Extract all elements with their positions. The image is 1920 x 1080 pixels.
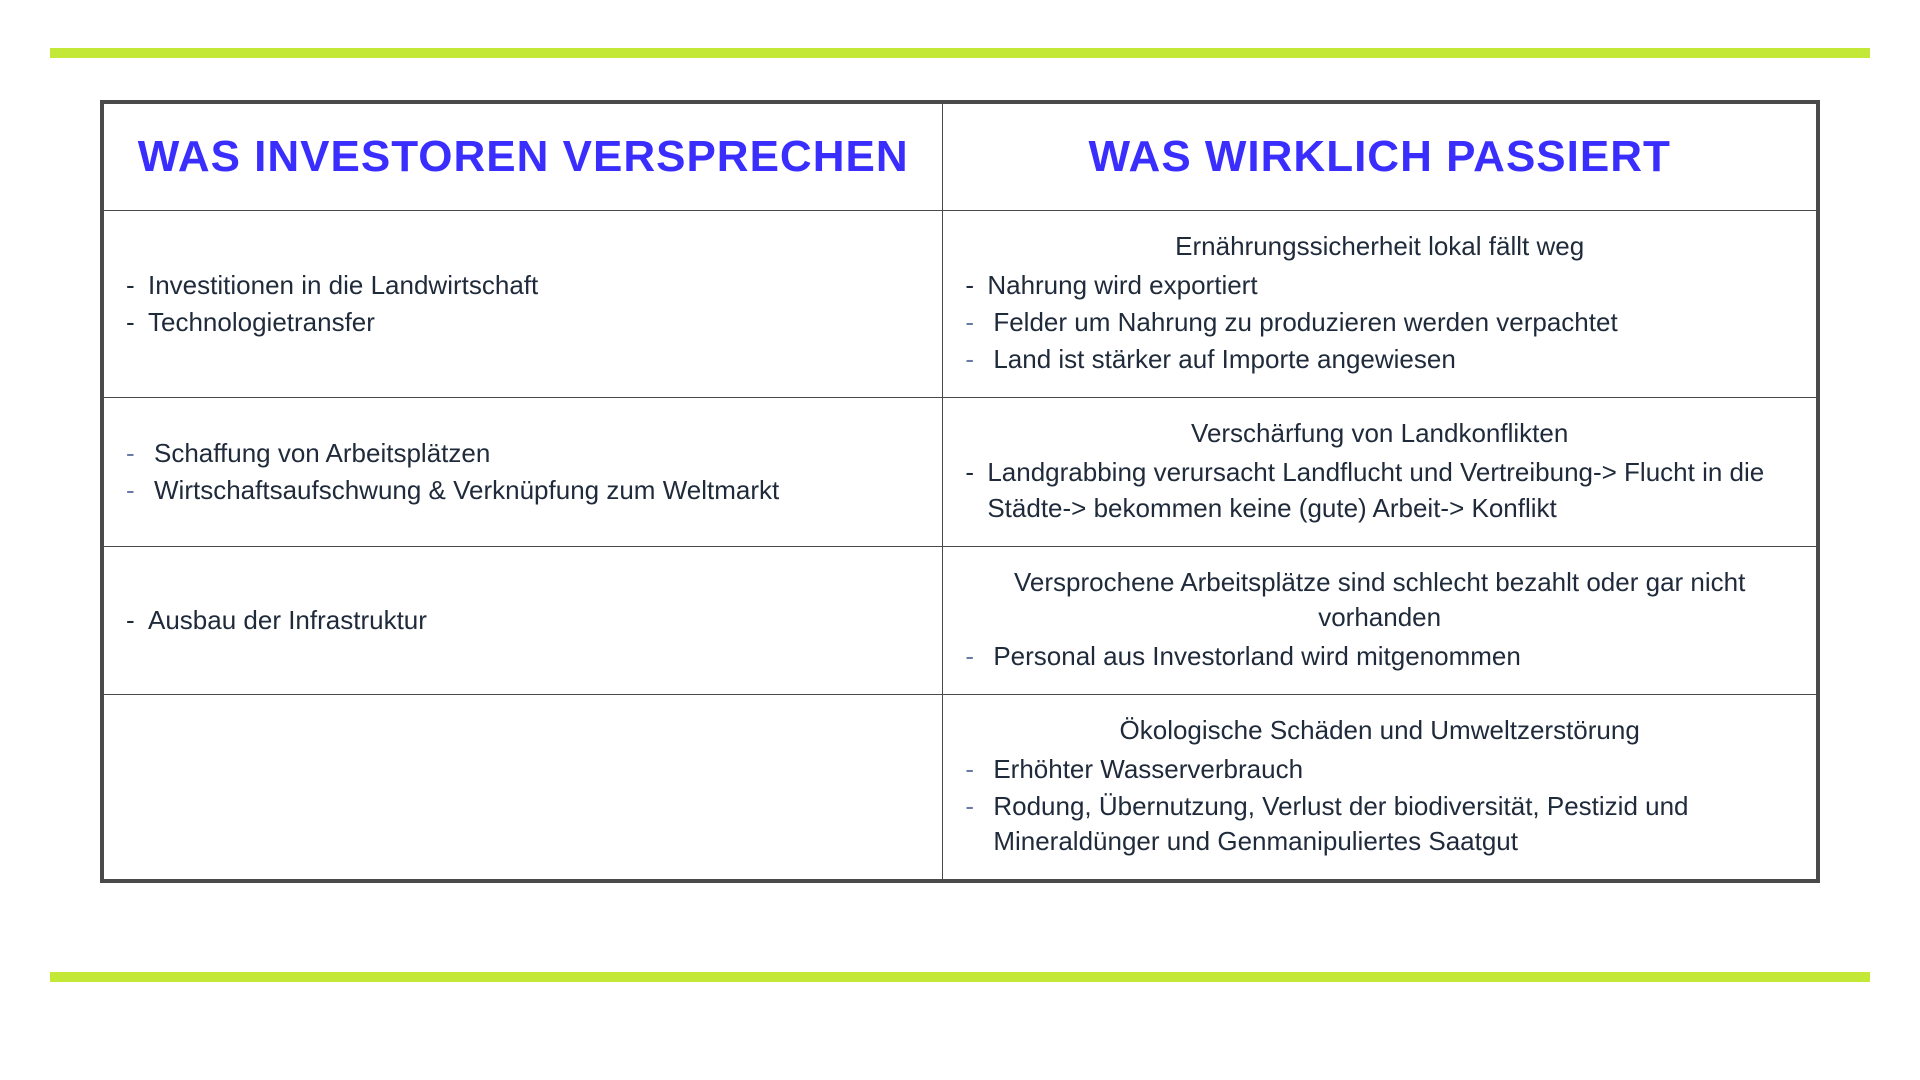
bullet-dash-icon: - bbox=[126, 305, 148, 340]
table-row: -Investitionen in die Landwirtschaft-Tec… bbox=[102, 211, 1818, 398]
table-row: -Ausbau der InfrastrukturVersprochene Ar… bbox=[102, 546, 1818, 694]
bullet-line: -Investitionen in die Landwirtschaft bbox=[126, 268, 920, 303]
bullet-text: Felder um Nahrung zu produzieren werden … bbox=[987, 305, 1794, 340]
bullet-text: Landgrabbing verursacht Landflucht und V… bbox=[987, 455, 1794, 525]
comparison-table-wrap: WAS INVESTOREN VERSPRECHEN WAS WIRKLICH … bbox=[100, 100, 1820, 883]
bullet-dash-icon: - bbox=[126, 268, 148, 303]
table-cell: Verschärfung von Landkonflikten -Landgrab… bbox=[943, 398, 1818, 546]
bullet-dash-icon: - bbox=[965, 455, 987, 490]
table-cell: -Schaffung von Arbeitsplätzen-Wirtschaft… bbox=[102, 398, 943, 546]
bullet-dash-icon: - bbox=[965, 342, 987, 377]
bullet-line: -Felder um Nahrung zu produzieren werden… bbox=[965, 305, 1794, 340]
bullet-text: Investitionen in die Landwirtschaft bbox=[148, 268, 920, 303]
bullet-dash-icon: - bbox=[965, 305, 987, 340]
table-cell: -Investitionen in die Landwirtschaft-Tec… bbox=[102, 211, 943, 398]
cell-title: Ernährungssicherheit lokal fällt weg bbox=[965, 229, 1794, 264]
cell-title: Verschärfung von Landkonflikten bbox=[965, 416, 1794, 451]
table-cell: Ökologische Schäden und Umweltzerstörung… bbox=[943, 694, 1818, 881]
bullet-line: -Technologietransfer bbox=[126, 305, 920, 340]
bullet-line: -Nahrung wird exportiert bbox=[965, 268, 1794, 303]
bullet-dash-icon: - bbox=[965, 752, 987, 787]
bullet-text: Wirtschaftsaufschwung & Verknüpfung zum … bbox=[148, 473, 920, 508]
bullet-text: Rodung, Übernutzung, Verlust der biodive… bbox=[987, 789, 1794, 859]
bullet-line: -Land ist stärker auf Importe angewiesen bbox=[965, 342, 1794, 377]
bullet-text: Technologietransfer bbox=[148, 305, 920, 340]
header-left: WAS INVESTOREN VERSPRECHEN bbox=[102, 102, 943, 211]
table-cell: Ernährungssicherheit lokal fällt weg-Nah… bbox=[943, 211, 1818, 398]
bottom-accent-stripe bbox=[50, 972, 1870, 982]
table-cell bbox=[102, 694, 943, 881]
header-right: WAS WIRKLICH PASSIERT bbox=[943, 102, 1818, 211]
table-cell: -Ausbau der Infrastruktur bbox=[102, 546, 943, 694]
bullet-dash-icon: - bbox=[965, 268, 987, 303]
bullet-line: -Erhöhter Wasserverbrauch bbox=[965, 752, 1794, 787]
cell-title: Ökologische Schäden und Umweltzerstörung bbox=[965, 713, 1794, 748]
bullet-dash-icon: - bbox=[965, 789, 987, 824]
table-cell: Versprochene Arbeitsplätze sind schlecht… bbox=[943, 546, 1818, 694]
bullet-line: -Rodung, Übernutzung, Verlust der biodiv… bbox=[965, 789, 1794, 859]
table-row: -Schaffung von Arbeitsplätzen-Wirtschaft… bbox=[102, 398, 1818, 546]
bullet-text: Land ist stärker auf Importe angewiesen bbox=[987, 342, 1794, 377]
bullet-text: Schaffung von Arbeitsplätzen bbox=[148, 436, 920, 471]
bullet-text: Personal aus Investorland wird mitgenomm… bbox=[987, 639, 1794, 674]
table-body: -Investitionen in die Landwirtschaft-Tec… bbox=[102, 211, 1818, 882]
bullet-dash-icon: - bbox=[965, 639, 987, 674]
table-header-row: WAS INVESTOREN VERSPRECHEN WAS WIRKLICH … bbox=[102, 102, 1818, 211]
bullet-text: Ausbau der Infrastruktur bbox=[148, 603, 920, 638]
bullet-dash-icon: - bbox=[126, 603, 148, 638]
bullet-text: Erhöhter Wasserverbrauch bbox=[987, 752, 1794, 787]
bullet-dash-icon: - bbox=[126, 436, 148, 471]
bullet-text: Nahrung wird exportiert bbox=[987, 268, 1794, 303]
bullet-line: -Wirtschaftsaufschwung & Verknüpfung zum… bbox=[126, 473, 920, 508]
top-accent-stripe bbox=[50, 48, 1870, 58]
comparison-table: WAS INVESTOREN VERSPRECHEN WAS WIRKLICH … bbox=[100, 100, 1820, 883]
bullet-line: -Schaffung von Arbeitsplätzen bbox=[126, 436, 920, 471]
bullet-line: -Ausbau der Infrastruktur bbox=[126, 603, 920, 638]
cell-title: Versprochene Arbeitsplätze sind schlecht… bbox=[965, 565, 1794, 635]
table-row: Ökologische Schäden und Umweltzerstörung… bbox=[102, 694, 1818, 881]
bullet-line: -Landgrabbing verursacht Landflucht und … bbox=[965, 455, 1794, 525]
bullet-dash-icon: - bbox=[126, 473, 148, 508]
bullet-line: -Personal aus Investorland wird mitgenom… bbox=[965, 639, 1794, 674]
